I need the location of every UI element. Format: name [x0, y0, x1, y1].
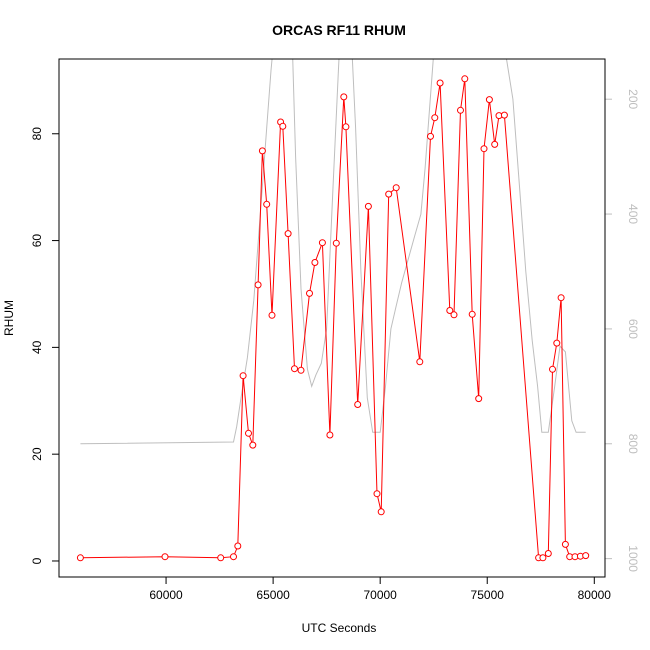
- y-tick-label: 20: [30, 447, 44, 461]
- data-point: [245, 429, 252, 437]
- y-axis-label: RHUM: [2, 300, 16, 336]
- data-point: [318, 239, 326, 247]
- data-point: [544, 550, 552, 557]
- data-point: [306, 289, 313, 297]
- x-tick-label: 70000: [363, 588, 397, 602]
- secondary-tick-label: 1000: [626, 545, 640, 572]
- data-point: [427, 132, 434, 140]
- data-point: [468, 310, 476, 318]
- data-point: [340, 93, 348, 101]
- data-point: [373, 490, 381, 498]
- data-point: [291, 365, 298, 373]
- primary-series-line: [80, 78, 586, 559]
- axes: 60000 65000 70000 75000 80000 0 20 40 60 80 200 400…: [30, 89, 640, 602]
- data-point: [311, 259, 319, 266]
- x-tick-label: 75000: [471, 588, 505, 602]
- data-point: [500, 111, 508, 119]
- data-point: [268, 311, 276, 319]
- secondary-tick-label: 600: [626, 319, 640, 339]
- x-tick-label: 60000: [149, 588, 183, 602]
- data-point: [239, 372, 247, 380]
- secondary-tick-label: 800: [626, 434, 640, 454]
- data-point: [249, 441, 257, 449]
- data-point: [297, 366, 305, 374]
- x-tick-label: 80000: [578, 588, 612, 602]
- x-tick-label: 65000: [256, 588, 290, 602]
- x-axis-label: UTC Seconds: [302, 621, 377, 635]
- data-point: [475, 395, 483, 403]
- data-point: [461, 75, 469, 83]
- data-point: [549, 365, 556, 373]
- data-point: [491, 140, 499, 148]
- data-point: [161, 553, 169, 561]
- data-point: [354, 401, 362, 408]
- data-point: [279, 122, 287, 130]
- chart-title: ORCAS RF11 RHUM: [272, 22, 406, 38]
- data-point: [416, 358, 424, 366]
- data-point: [480, 145, 488, 153]
- data-point: [485, 96, 493, 104]
- data-point: [450, 311, 458, 319]
- data-point: [553, 339, 561, 347]
- data-point: [342, 123, 350, 131]
- data-point: [457, 106, 464, 114]
- data-point: [561, 540, 569, 548]
- primary-series-layer: [76, 75, 590, 562]
- y-tick-label: 60: [30, 234, 44, 248]
- data-point: [557, 294, 565, 302]
- data-point: [76, 554, 84, 562]
- secondary-series-layer: [80, 59, 586, 445]
- data-point: [392, 184, 400, 192]
- data-point: [326, 431, 334, 439]
- plot-frame: [58, 58, 606, 578]
- data-point: [385, 190, 393, 198]
- data-point: [377, 508, 385, 516]
- data-point: [254, 281, 262, 289]
- data-point: [582, 552, 590, 560]
- data-point: [284, 230, 292, 238]
- y-tick-label: 0: [30, 557, 44, 564]
- data-point: [234, 542, 242, 550]
- data-point: [446, 307, 454, 314]
- data-point: [263, 200, 271, 208]
- data-point: [258, 147, 266, 155]
- secondary-series-line: [80, 59, 586, 445]
- data-point: [431, 114, 439, 122]
- secondary-tick-label: 400: [626, 204, 640, 224]
- data-point: [539, 554, 547, 562]
- secondary-tick-label: 200: [626, 89, 640, 109]
- y-tick-label: 80: [30, 127, 44, 141]
- data-point: [230, 553, 237, 561]
- data-point: [332, 239, 340, 247]
- data-point: [364, 202, 372, 210]
- y-tick-label: 40: [30, 340, 44, 354]
- data-point: [436, 79, 444, 87]
- data-point: [217, 554, 225, 562]
